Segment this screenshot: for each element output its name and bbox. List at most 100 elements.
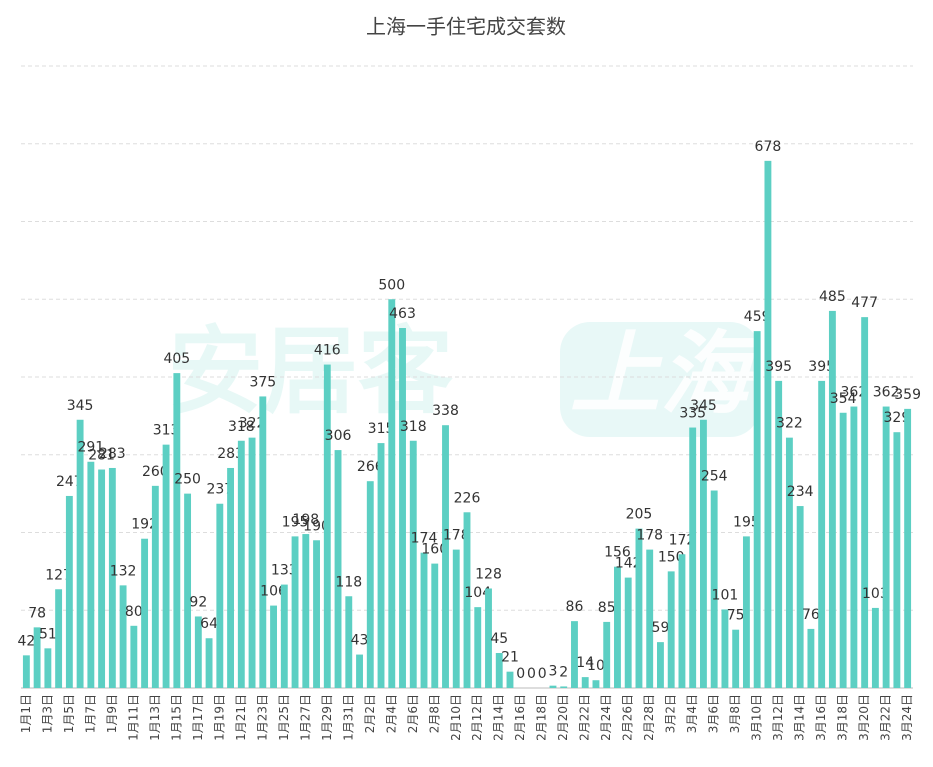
bar — [549, 685, 557, 688]
bar — [506, 671, 514, 688]
watermark: 上海 — [570, 322, 763, 427]
value-label: 395 — [808, 359, 835, 375]
bar — [76, 419, 84, 688]
x-tick-label: 2月12日 — [470, 694, 484, 741]
bar — [162, 444, 170, 688]
bar — [44, 648, 52, 688]
x-tick-label: 2月26日 — [621, 694, 635, 741]
value-label: 118 — [335, 574, 362, 590]
bar — [463, 512, 471, 688]
x-tick-label: 2月20日 — [556, 694, 570, 741]
x-tick-label: 2月6日 — [406, 694, 420, 733]
bar — [807, 628, 815, 688]
value-label: 463 — [389, 306, 416, 322]
value-label: 51 — [39, 626, 57, 642]
bar — [130, 625, 138, 688]
bar — [452, 549, 460, 688]
value-label: 485 — [819, 289, 846, 305]
value-label: 78 — [28, 605, 46, 621]
x-tick-label: 1月27日 — [298, 694, 312, 741]
value-label: 80 — [125, 604, 143, 620]
bar — [345, 596, 353, 688]
value-label: 103 — [862, 586, 889, 602]
value-label: 92 — [189, 594, 207, 610]
value-label: 318 — [228, 419, 255, 435]
bar — [388, 299, 396, 688]
x-tick-label: 1月21日 — [234, 694, 248, 741]
bar — [409, 440, 417, 688]
value-label: 345 — [67, 398, 94, 414]
value-label: 150 — [658, 549, 685, 565]
bar — [151, 485, 159, 688]
value-label: 0 — [527, 666, 536, 682]
x-tick-label: 3月22日 — [879, 694, 893, 741]
x-tick-label: 2月2日 — [363, 694, 377, 733]
bar — [216, 503, 224, 688]
value-label: 678 — [755, 139, 782, 155]
value-label: 45 — [490, 631, 508, 647]
bar — [399, 328, 406, 688]
x-tick-label: 1月5日 — [62, 694, 76, 733]
value-label: 226 — [454, 490, 481, 506]
bar — [22, 655, 30, 688]
x-tick-label: 3月16日 — [814, 694, 828, 741]
value-label: 75 — [727, 608, 745, 624]
value-label: 85 — [598, 600, 616, 616]
value-label: 133 — [271, 563, 298, 579]
x-tick-label: 3月12日 — [771, 694, 785, 741]
value-label: 354 — [830, 391, 857, 407]
value-label: 250 — [174, 472, 201, 488]
value-label: 172 — [669, 532, 696, 548]
bar — [270, 605, 277, 688]
value-label: 234 — [787, 484, 814, 500]
x-tick-label: 1月25日 — [277, 694, 291, 741]
value-label: 128 — [475, 566, 502, 582]
x-tick-label: 2月8日 — [427, 694, 441, 733]
bar — [861, 317, 869, 688]
bar — [227, 467, 235, 688]
bar — [366, 481, 374, 688]
bar — [119, 585, 127, 688]
value-label: 306 — [325, 428, 352, 444]
value-label: 174 — [411, 531, 438, 547]
bar — [420, 552, 428, 688]
value-label: 375 — [249, 374, 276, 390]
value-label: 291 — [77, 440, 104, 456]
bar — [98, 469, 106, 688]
watermark: 安居客 — [168, 317, 453, 427]
value-label: 21 — [501, 650, 519, 666]
bar — [571, 621, 578, 688]
bar — [667, 571, 675, 688]
x-tick-label: 2月22日 — [578, 694, 592, 741]
value-label: 14 — [576, 655, 594, 671]
bar — [882, 406, 890, 688]
value-label: 178 — [636, 528, 663, 544]
value-label: 281 — [88, 448, 115, 464]
x-tick-label: 1月17日 — [191, 694, 205, 741]
value-label: 2 — [559, 664, 568, 680]
bar — [581, 677, 589, 688]
value-label: 459 — [744, 309, 771, 325]
x-tick-label: 3月10日 — [750, 694, 764, 741]
value-label: 42 — [17, 633, 35, 649]
bar — [710, 490, 718, 688]
x-tick-label: 1月13日 — [148, 694, 162, 741]
x-tick-label: 3月24日 — [900, 694, 914, 741]
bar — [442, 425, 449, 688]
value-label: 195 — [733, 514, 760, 530]
value-label: 237 — [206, 482, 233, 498]
bar — [678, 554, 686, 688]
x-tick-label: 3月14日 — [793, 694, 807, 741]
bar — [173, 373, 181, 688]
value-label: 322 — [776, 416, 803, 432]
bar — [291, 536, 299, 688]
x-tick-label: 3月20日 — [857, 694, 871, 741]
bar — [850, 406, 858, 688]
bar — [302, 534, 310, 688]
value-label: 106 — [260, 584, 287, 600]
value-label: 315 — [368, 421, 395, 437]
x-tick-label: 2月28日 — [642, 694, 656, 741]
x-tick-label: 1月11日 — [126, 694, 140, 741]
value-label: 192 — [131, 517, 158, 533]
bar — [485, 588, 492, 688]
